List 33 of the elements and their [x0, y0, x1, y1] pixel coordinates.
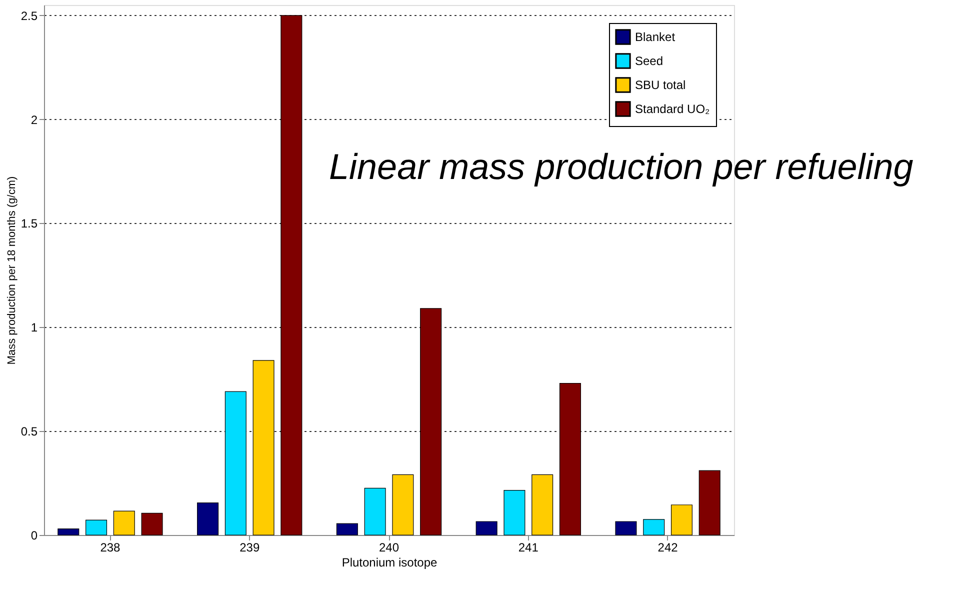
bar [197, 502, 219, 536]
legend-label: Blanket [635, 30, 676, 44]
y-tick-label: 0 [30, 528, 38, 542]
y-tick-label: 1.5 [20, 216, 38, 231]
bar [364, 488, 386, 536]
y-tick-label: 1 [30, 320, 38, 335]
bar [643, 519, 665, 536]
y-tick-label: 2.5 [20, 8, 38, 23]
bar [86, 520, 108, 536]
bar [336, 523, 358, 536]
y-tick-label: 0.5 [20, 424, 38, 439]
legend-label: SBU total [635, 78, 686, 92]
x-tick-label: 238 [100, 540, 121, 554]
bar [392, 474, 414, 536]
bar [113, 510, 135, 536]
legend-label: Seed [635, 54, 664, 68]
x-tick-label: 241 [518, 540, 539, 554]
x-tick-label: 239 [240, 540, 260, 554]
x-tick-label: 240 [378, 540, 400, 554]
bar [58, 528, 80, 536]
x-tick-label: 242 [658, 540, 678, 554]
bar [615, 521, 637, 536]
bar [698, 470, 720, 536]
annotation: Linear mass production per refueling [329, 146, 914, 187]
legend-label: Standard UO₂ [635, 102, 710, 116]
bar [532, 474, 554, 536]
bar [670, 504, 692, 536]
bar [504, 490, 526, 536]
x-axis-title: Plutonium isotope [342, 556, 438, 570]
bar [141, 512, 163, 536]
y-tick-label: 2 [30, 112, 38, 127]
bar [476, 521, 498, 536]
y-axis-title: Mass production per 18 months (g/cm) [6, 176, 18, 365]
